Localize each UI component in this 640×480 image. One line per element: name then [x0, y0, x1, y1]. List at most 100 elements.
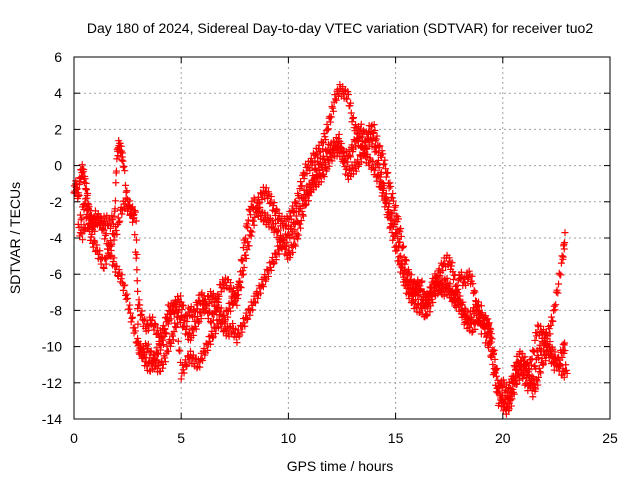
data-point [150, 326, 158, 334]
data-point [131, 324, 139, 332]
data-point [535, 354, 543, 362]
data-point [289, 208, 297, 216]
data-point [244, 224, 252, 232]
data-point [141, 315, 149, 323]
data-point [347, 109, 355, 117]
data-point [558, 252, 566, 260]
data-point [137, 310, 145, 318]
data-point [372, 147, 380, 155]
data-point [486, 324, 494, 332]
data-point [407, 271, 415, 279]
data-point [397, 252, 405, 260]
data-point [426, 308, 434, 316]
data-point [176, 292, 184, 300]
data-point [454, 295, 462, 303]
data-point [370, 121, 378, 129]
data-point [394, 234, 402, 242]
data-point [382, 165, 390, 173]
data-point [316, 160, 324, 168]
data-point [111, 268, 119, 276]
data-point [259, 283, 267, 291]
data-point [234, 326, 242, 334]
data-point [80, 206, 88, 214]
data-point [249, 306, 257, 314]
data-point [115, 219, 123, 227]
data-point [446, 280, 454, 288]
data-point [301, 196, 309, 204]
data-point [126, 309, 134, 317]
data-point [121, 281, 129, 289]
data-point [307, 154, 315, 162]
data-point [110, 236, 118, 244]
series-2 [74, 81, 569, 400]
data-point [119, 286, 127, 294]
data-point [262, 184, 270, 192]
data-point [191, 313, 199, 321]
data-point [389, 190, 397, 198]
data-point [492, 365, 500, 373]
data-point [531, 362, 539, 370]
data-point [139, 348, 147, 356]
data-point [279, 236, 287, 244]
data-point [387, 215, 395, 223]
data-point [259, 217, 267, 225]
data-point [197, 315, 205, 323]
data-point [84, 189, 92, 197]
data-point [382, 195, 390, 203]
data-point [369, 158, 377, 166]
data-point [237, 268, 245, 276]
data-point [325, 162, 333, 170]
data-point [234, 294, 242, 302]
data-point [367, 130, 375, 138]
data-point [328, 103, 336, 111]
data-point [310, 175, 318, 183]
data-point [449, 287, 457, 295]
data-point [290, 208, 298, 216]
data-point [405, 294, 413, 302]
x-tick-label: 25 [602, 430, 618, 446]
x-tick-label: 20 [495, 430, 511, 446]
data-point [471, 288, 479, 296]
data-point [474, 319, 482, 327]
data-point [371, 127, 379, 135]
data-point [562, 366, 570, 374]
data-point [429, 299, 437, 307]
data-point [305, 192, 313, 200]
data-point [285, 247, 293, 255]
data-point [123, 290, 131, 298]
data-point [254, 193, 262, 201]
data-point [261, 270, 269, 278]
data-point [148, 360, 156, 368]
data-point [354, 156, 362, 164]
data-point [434, 273, 442, 281]
data-point [491, 355, 499, 363]
data-point [108, 240, 116, 248]
data-point [521, 353, 529, 361]
data-point [251, 213, 259, 221]
data-point [304, 191, 312, 199]
data-point [251, 298, 259, 306]
data-point [120, 162, 128, 170]
data-point [162, 329, 170, 337]
data-point [124, 294, 132, 302]
data-point [534, 381, 542, 389]
data-point [482, 333, 490, 341]
data-point [110, 254, 118, 262]
data-point [493, 384, 501, 392]
data-point [329, 137, 337, 145]
data-point [327, 118, 335, 126]
data-point [208, 327, 216, 335]
data-point [298, 207, 306, 215]
y-tick-label: -8 [50, 302, 63, 318]
data-point [543, 341, 551, 349]
data-point [73, 185, 81, 193]
data-point [256, 203, 264, 211]
data-point [344, 91, 352, 99]
data-point [236, 278, 244, 286]
y-tick-label: -14 [42, 411, 62, 427]
data-point [159, 364, 167, 372]
data-point [183, 317, 191, 325]
data-point [554, 289, 562, 297]
data-point [557, 259, 565, 267]
data-point [270, 199, 278, 207]
